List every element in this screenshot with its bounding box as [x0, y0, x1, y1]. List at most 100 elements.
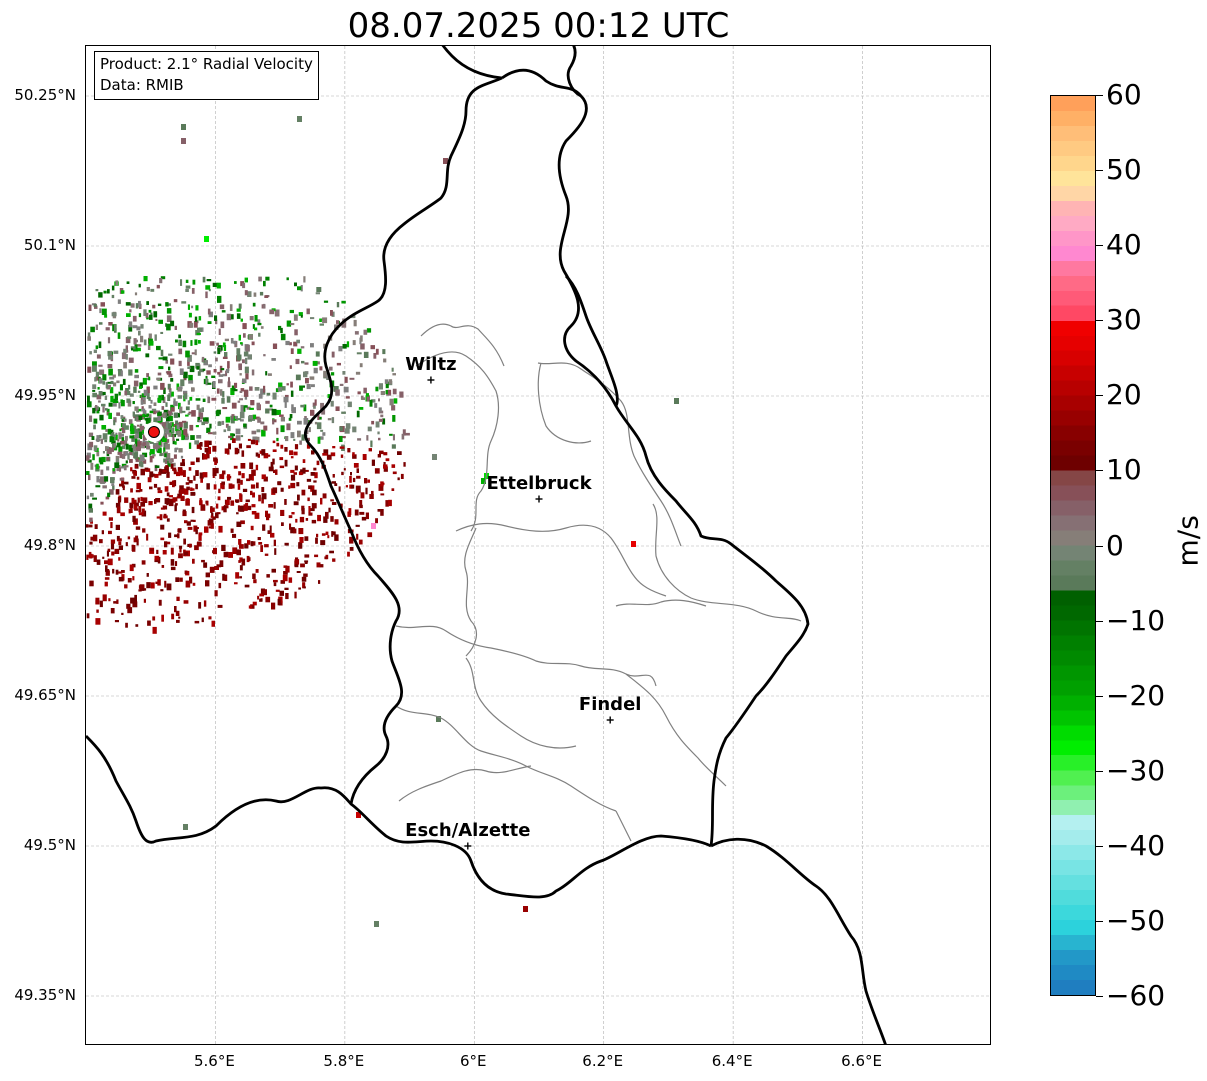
radar-echo-pixel: [228, 377, 230, 384]
radar-echo-pixel: [191, 352, 196, 355]
radar-echo-pixel: [120, 423, 124, 428]
radar-echo-pixel: [102, 391, 106, 395]
radar-echo-pixel: [328, 507, 331, 513]
radar-echo-pixel: [127, 453, 130, 460]
radar-echo-pixel: [214, 590, 218, 597]
radar-echo-pixel: [148, 309, 152, 313]
radar-echo-pixel: [98, 391, 103, 396]
radar-echo-pixel: [224, 352, 228, 358]
radar-echo-pixel: [198, 316, 202, 321]
radar-echo-pixel: [284, 587, 289, 590]
radar-echo-pixel: [173, 412, 178, 418]
radar-echo-pixel: [260, 326, 264, 329]
radar-echo-pixel: [279, 590, 284, 596]
radar-echo-pixel: [100, 501, 104, 505]
radar-echo-pixel: [275, 589, 280, 592]
radar-echo-pixel: [299, 440, 302, 445]
radar-echo-pixel: [174, 606, 177, 613]
radar-echo-pixel: [215, 503, 219, 509]
radar-echo-pixel: [174, 441, 177, 445]
radar-echo-pixel: [251, 469, 256, 476]
radar-echo-pixel: [368, 448, 372, 452]
radar-echo-pixel: [190, 340, 193, 346]
radar-echo-pixel: [195, 305, 199, 311]
radar-echo-pixel: [247, 354, 252, 360]
radar-echo-pixel: [88, 508, 93, 513]
radar-echo-pixel: [166, 308, 172, 314]
radar-echo-pixel: [116, 412, 120, 416]
radar-echo-pixel: [186, 521, 191, 526]
radar-echo-pixel: [252, 573, 256, 579]
radar-echo-pixel: [383, 358, 387, 363]
radar-echo-pixel: [380, 493, 385, 496]
radar-echo-pixel: [161, 394, 164, 401]
canton-boundary-grevenmacher: [615, 599, 707, 607]
radar-echo-pixel: [299, 516, 305, 523]
radar-echo-pixel: [256, 402, 260, 410]
radar-echo-pixel: [316, 533, 319, 538]
radar-echo-pixel: [242, 323, 247, 330]
radar-echo-pixel: [280, 444, 284, 449]
colorbar-tick-label: 0: [1106, 528, 1124, 562]
radar-echo-pixel: [344, 428, 350, 434]
radar-echo-pixel: [139, 431, 143, 439]
colorbar-tick-mark: [1096, 620, 1103, 622]
radar-echo-pixel: [355, 485, 361, 493]
radar-echo-pixel: [130, 506, 133, 513]
radar-echo-pixel: [286, 320, 292, 327]
radar-echo-pixel: [222, 391, 225, 398]
radar-echo-pixel: [86, 455, 90, 461]
radar-echo-pixel: [171, 422, 174, 427]
radar-echo-pixel: [246, 406, 251, 410]
radar-echo-pixel: [165, 421, 170, 429]
colorbar-tick-mark: [1096, 845, 1103, 847]
radar-echo-pixel: [304, 560, 309, 563]
radar-echo-pixel: [161, 406, 165, 410]
radar-echo-pixel: [108, 598, 111, 602]
radar-echo-pixel: [265, 596, 271, 603]
radar-echo-pixel: [143, 436, 146, 441]
radar-echo-pixel: [142, 452, 148, 458]
radar-echo-pixel: [156, 377, 161, 381]
radar-echo-pixel: [128, 357, 134, 363]
radar-echo-pixel: [149, 449, 155, 455]
radar-echo-pixel: [164, 459, 168, 464]
radar-echo-pixel: [289, 365, 292, 369]
radar-echo-pixel: [359, 363, 363, 368]
radar-echo-pixel: [232, 433, 235, 437]
isolated-echo: [181, 124, 186, 130]
radar-echo-pixel: [155, 443, 160, 449]
radar-echo-pixel: [135, 624, 139, 627]
radar-echo-pixel: [159, 514, 163, 521]
radar-echo-pixel: [388, 379, 393, 384]
radar-echo-pixel: [284, 499, 287, 505]
radar-echo-pixel: [230, 388, 235, 395]
radar-echo-pixel: [142, 410, 147, 417]
radar-echo-pixel: [339, 426, 343, 431]
radar-echo-pixel: [236, 308, 241, 312]
radar-echo-pixel: [236, 549, 241, 556]
radar-echo-pixel: [133, 471, 137, 476]
radar-echo-pixel: [241, 558, 246, 566]
radar-echo-pixel: [186, 498, 190, 503]
radar-echo-pixel: [120, 440, 125, 445]
radar-echo-pixel: [176, 619, 180, 623]
radar-echo-pixel: [197, 327, 202, 332]
radar-echo-pixel: [251, 369, 255, 376]
border-germany-northeast: [566, 46, 582, 98]
map-panel[interactable]: Wiltz Ettelbruck Findel Esch/Alzette: [85, 45, 991, 1045]
radar-echo-pixel: [119, 483, 124, 487]
radar-echo-pixel: [179, 488, 185, 494]
radar-echo-pixel: [110, 395, 114, 403]
radar-echo-pixel: [179, 577, 183, 582]
radar-echo-pixel: [93, 424, 96, 430]
radar-echo-pixel: [164, 453, 167, 458]
radar-echo-pixel: [347, 551, 350, 557]
radar-echo-pixel: [314, 472, 318, 479]
radar-echo-pixel: [99, 322, 103, 325]
lat-label: 49.65°N: [14, 686, 76, 704]
radar-echo-pixel: [124, 390, 127, 396]
radar-echo-pixel: [341, 300, 346, 304]
radar-echo-pixel: [391, 488, 395, 491]
